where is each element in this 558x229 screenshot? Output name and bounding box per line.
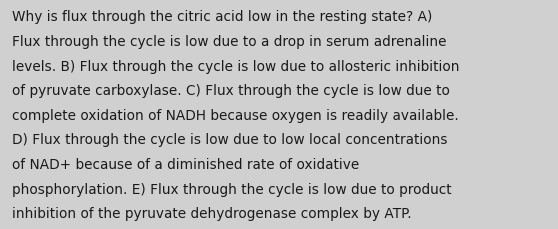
- Text: inhibition of the pyruvate dehydrogenase complex by ATP.: inhibition of the pyruvate dehydrogenase…: [12, 206, 412, 220]
- Text: levels. B) Flux through the cycle is low due to allosteric inhibition: levels. B) Flux through the cycle is low…: [12, 59, 460, 73]
- Text: phosphorylation. E) Flux through the cycle is low due to product: phosphorylation. E) Flux through the cyc…: [12, 182, 452, 196]
- Text: of pyruvate carboxylase. C) Flux through the cycle is low due to: of pyruvate carboxylase. C) Flux through…: [12, 84, 450, 98]
- Text: Flux through the cycle is low due to a drop in serum adrenaline: Flux through the cycle is low due to a d…: [12, 35, 447, 49]
- Text: of NAD+ because of a diminished rate of oxidative: of NAD+ because of a diminished rate of …: [12, 157, 359, 171]
- Text: D) Flux through the cycle is low due to low local concentrations: D) Flux through the cycle is low due to …: [12, 133, 448, 147]
- Text: complete oxidation of NADH because oxygen is readily available.: complete oxidation of NADH because oxyge…: [12, 108, 459, 122]
- Text: Why is flux through the citric acid low in the resting state? A): Why is flux through the citric acid low …: [12, 10, 432, 24]
